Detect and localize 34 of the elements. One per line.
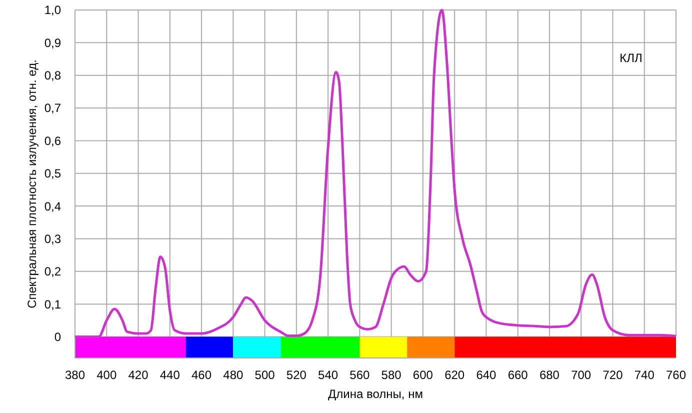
x-tick-label: 540 bbox=[318, 368, 338, 382]
x-tick-label: 440 bbox=[160, 368, 180, 382]
x-tick-label: 520 bbox=[286, 368, 307, 382]
y-tick-label: 0 bbox=[54, 330, 62, 344]
x-tick-label: 620 bbox=[444, 368, 465, 382]
x-tick-label: 740 bbox=[634, 368, 655, 382]
x-tick-label: 700 bbox=[571, 368, 592, 382]
y-tick-label: 0,3 bbox=[44, 232, 62, 246]
x-tick-label: 560 bbox=[350, 368, 370, 382]
x-tick-label: 380 bbox=[64, 368, 86, 382]
x-tick-label: 660 bbox=[508, 368, 528, 382]
x-tick-label: 500 bbox=[254, 368, 276, 382]
x-tick-label: 640 bbox=[476, 368, 497, 382]
x-tick-label: 580 bbox=[381, 368, 402, 382]
x-tick-label: 400 bbox=[96, 368, 117, 382]
y-tick-label: 0,1 bbox=[44, 297, 62, 312]
annotation: КЛЛ bbox=[620, 51, 642, 65]
y-tick-label: 0,4 bbox=[44, 199, 62, 214]
y-tick-label: 0,2 bbox=[44, 264, 62, 279]
x-axis-title: Длина волны, нм bbox=[328, 387, 423, 401]
y-tick-label: 0,6 bbox=[44, 134, 62, 148]
x-tick-label: 480 bbox=[223, 368, 244, 382]
x-tick-label: 420 bbox=[128, 368, 149, 382]
y-axis-title: Спектральная плотность излучения, отн. ед. bbox=[25, 60, 39, 308]
y-tick-label: 1,0 bbox=[44, 3, 62, 18]
y-tick-label: 0,8 bbox=[44, 68, 62, 83]
x-tick-label: 600 bbox=[412, 368, 434, 382]
x-tick-label: 720 bbox=[602, 368, 624, 382]
y-tick-label: 0,5 bbox=[44, 166, 62, 181]
y-tick-label: 0,7 bbox=[44, 101, 62, 116]
x-tick-label: 680 bbox=[539, 368, 560, 382]
y-tick-label: 0,9 bbox=[44, 36, 62, 50]
x-tick-label: 760 bbox=[666, 368, 686, 382]
x-tick-label: 460 bbox=[192, 368, 212, 382]
